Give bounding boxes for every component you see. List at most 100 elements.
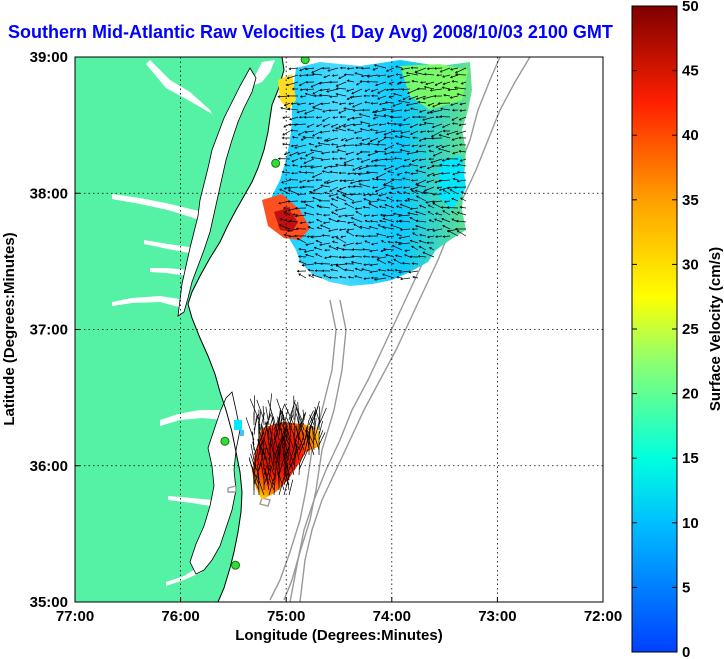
velocity-vector (370, 263, 379, 266)
velocity-arrowhead (369, 249, 372, 253)
velocity-vector (407, 198, 419, 202)
velocity-arrowhead (282, 142, 285, 146)
station-marker (300, 57, 310, 65)
velocity-arrowhead (442, 82, 446, 85)
velocity-vector (447, 230, 459, 237)
velocity-vector (330, 269, 339, 272)
velocity-arrowhead (393, 157, 397, 160)
velocity-arrowhead (335, 196, 339, 199)
velocity-vector (344, 269, 355, 272)
velocity-arrowhead (300, 200, 303, 203)
velocity-arrowhead (423, 72, 427, 76)
velocity-arrowhead (418, 123, 422, 127)
velocity-arrowhead (342, 124, 346, 128)
velocity-vector (344, 202, 355, 209)
velocity-arrowhead (338, 255, 342, 259)
velocity-arrowhead (411, 159, 415, 163)
velocity-arrowhead (459, 159, 463, 162)
velocity-arrowhead (377, 74, 380, 78)
y-tick-label: 37:00 (30, 322, 68, 339)
velocity-vector (312, 73, 323, 76)
velocity-vector (268, 417, 274, 431)
velocity-vector (348, 102, 355, 105)
velocity-vector (270, 465, 275, 476)
velocity-arrowhead (359, 150, 363, 154)
colorbar-tick-label: 15 (682, 450, 699, 467)
x-tick-label: 73:00 (478, 608, 516, 625)
velocity-vector (391, 186, 403, 190)
velocity-arrowhead (369, 270, 373, 274)
velocity-arrowhead (298, 247, 301, 251)
velocity-arrowhead (315, 116, 319, 119)
velocity-vector (319, 94, 331, 97)
velocity-arrowhead (288, 67, 292, 71)
velocity-arrowhead (339, 66, 343, 70)
velocity-arrowhead (312, 91, 315, 95)
velocity-arrowhead (382, 217, 386, 221)
velocity-vector (314, 144, 323, 148)
velocity-vector (286, 418, 295, 436)
velocity-vector (331, 235, 339, 238)
velocity-arrowhead (458, 118, 462, 121)
velocity-vector (381, 240, 387, 244)
velocity-arrowhead (290, 129, 293, 132)
velocity-arrowhead (310, 235, 314, 239)
velocity-arrowhead (438, 188, 442, 192)
velocity-arrowhead (439, 70, 443, 73)
velocity-arrowhead (331, 129, 335, 132)
velocity-arrowhead (443, 93, 446, 97)
velocity-arrowhead (379, 219, 382, 223)
velocity-arrowhead (363, 94, 366, 98)
velocity-arrowhead (451, 122, 455, 125)
velocity-vector (384, 137, 395, 139)
velocity-arrowhead (319, 130, 323, 134)
velocity-vector (256, 399, 265, 421)
velocity-vector (320, 130, 331, 133)
velocity-vector (387, 261, 395, 265)
velocity-vector (320, 185, 331, 188)
velocity-arrowhead (377, 256, 380, 260)
velocity-vector (343, 108, 355, 111)
velocity-vector (316, 240, 323, 244)
velocity-vector (353, 223, 363, 230)
velocity-vector (383, 184, 395, 188)
velocity-arrowhead (349, 193, 353, 196)
velocity-arrowhead (405, 71, 409, 75)
velocity-vector (336, 237, 347, 244)
velocity-vector (284, 151, 291, 155)
velocity-vector (359, 113, 371, 118)
velocity-arrowhead (329, 95, 332, 98)
velocity-vector (298, 411, 307, 436)
velocity-arrowhead (409, 207, 413, 211)
velocity-arrowhead (358, 113, 362, 116)
velocity-arrowhead (374, 189, 378, 193)
velocity-arrowhead (309, 148, 313, 152)
velocity-vector (371, 214, 379, 217)
velocity-arrowhead (370, 255, 374, 259)
velocity-vector (265, 406, 270, 426)
velocity-arrowhead (295, 227, 299, 231)
velocity-arrowhead (418, 245, 422, 249)
velocity-vector (410, 207, 419, 210)
velocity-arrowhead (399, 76, 403, 79)
velocity-arrowhead (322, 119, 325, 122)
velocity-vector (460, 197, 467, 202)
velocity-arrowhead (325, 139, 329, 143)
velocity-arrowhead (399, 203, 403, 207)
velocity-arrowhead (373, 278, 377, 281)
velocity-vector (369, 193, 379, 196)
velocity-vector (347, 228, 355, 231)
velocity-arrowhead (411, 262, 415, 265)
velocity-vector (372, 109, 379, 113)
velocity-arrowhead (278, 224, 282, 227)
velocity-arrowhead (394, 167, 398, 170)
velocity-arrowhead (383, 152, 387, 156)
velocity-vector (416, 184, 427, 188)
velocity-vector (347, 129, 355, 132)
velocity-vector (270, 474, 275, 486)
velocity-arrowhead (283, 163, 287, 167)
velocity-arrowhead (331, 150, 334, 154)
velocity-vector (364, 88, 371, 92)
velocity-arrowhead (344, 268, 347, 272)
velocity-vector (273, 471, 276, 496)
